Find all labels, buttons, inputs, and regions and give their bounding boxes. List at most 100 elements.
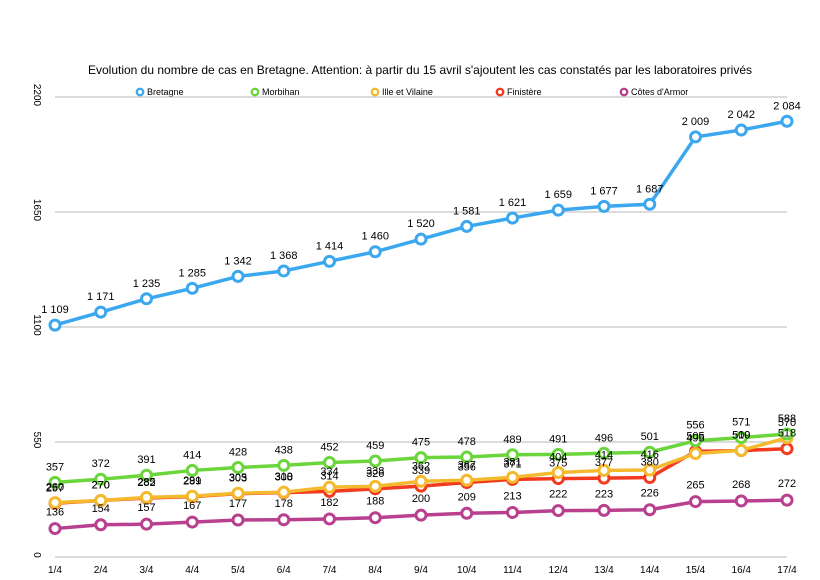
data-label: 428 — [229, 447, 247, 459]
data-label: 475 — [412, 437, 430, 449]
series-1 — [48, 427, 794, 489]
data-label: 459 — [366, 440, 384, 452]
data-label: 518 — [778, 428, 796, 440]
data-point — [231, 486, 245, 500]
legend-item: Bretagne — [135, 87, 184, 97]
data-point — [185, 463, 199, 477]
data-point — [94, 472, 108, 486]
data-label: 357 — [46, 461, 64, 473]
data-point — [551, 466, 565, 480]
series-0 — [48, 114, 794, 332]
data-label: 265 — [686, 480, 704, 492]
data-label: 209 — [458, 491, 476, 503]
data-point — [597, 446, 611, 460]
data-point — [780, 114, 794, 128]
data-label: 305 — [229, 472, 247, 484]
data-point — [734, 494, 748, 508]
series-2 — [48, 431, 794, 510]
legend-item: Finistère — [495, 87, 542, 97]
data-label: 314 — [320, 470, 338, 482]
gridlines — [55, 96, 787, 558]
legend-item: Ille et Vilaine — [370, 87, 433, 97]
x-tick-label: 1/4 — [48, 565, 62, 576]
data-label: 588 — [778, 413, 796, 425]
data-point — [643, 445, 657, 459]
legend-marker — [135, 87, 145, 97]
data-label: 381 — [503, 456, 521, 468]
data-point — [185, 515, 199, 529]
data-label: 2 042 — [727, 109, 755, 121]
data-label: 291 — [183, 475, 201, 487]
data-label: 270 — [92, 480, 110, 492]
data-point — [94, 305, 108, 319]
data-label: 1 342 — [224, 255, 252, 267]
legend-marker — [250, 87, 260, 97]
x-tick-label: 14/4 — [640, 565, 660, 576]
data-label: 213 — [503, 490, 521, 502]
x-tick-label: 15/4 — [686, 565, 706, 576]
x-tick-label: 4/4 — [185, 565, 199, 576]
x-tick-label: 12/4 — [549, 565, 569, 576]
x-tick-label: 10/4 — [457, 565, 477, 576]
data-label: 222 — [549, 489, 567, 501]
data-point — [597, 463, 611, 477]
data-point — [185, 489, 199, 503]
data-label: 2 009 — [682, 116, 710, 128]
data-label: 501 — [641, 431, 659, 443]
data-label: 334 — [320, 466, 338, 478]
data-point — [48, 475, 62, 489]
data-point — [414, 451, 428, 465]
data-label: 391 — [137, 454, 155, 466]
data-label: 223 — [595, 488, 613, 500]
data-label: 571 — [732, 417, 750, 429]
data-label: 308 — [275, 472, 293, 484]
data-point — [551, 504, 565, 518]
data-point — [551, 447, 565, 461]
data-point — [277, 513, 291, 527]
data-label: 1 520 — [407, 218, 435, 230]
data-point — [643, 197, 657, 211]
data-point — [48, 496, 62, 510]
x-tick-label: 17/4 — [777, 565, 797, 576]
data-point — [597, 503, 611, 517]
data-point — [780, 442, 794, 456]
chart-title: Evolution du nombre de cas en Bretagne. … — [88, 63, 752, 77]
data-label: 1 368 — [270, 250, 298, 262]
data-point — [689, 447, 702, 460]
data-label: 289 — [183, 476, 201, 488]
data-point — [414, 508, 428, 522]
x-tick-label: 6/4 — [277, 565, 291, 576]
data-point — [597, 199, 611, 213]
data-label: 489 — [503, 434, 521, 446]
data-label: 505 — [686, 430, 704, 442]
data-point — [460, 506, 474, 520]
data-point — [460, 219, 474, 233]
data-label: 362 — [412, 460, 430, 472]
data-point — [185, 281, 199, 295]
data-point — [231, 461, 245, 475]
data-label: 303 — [229, 473, 247, 485]
data-label: 509 — [732, 430, 750, 442]
data-label: 356 — [458, 462, 476, 474]
data-label: 438 — [275, 444, 293, 456]
data-label: 272 — [778, 478, 796, 490]
data-point — [414, 474, 428, 488]
legend-marker — [619, 87, 629, 97]
y-tick-label: 1650 — [31, 199, 42, 222]
data-point — [94, 494, 108, 508]
data-label: 377 — [595, 457, 613, 469]
data-label: 491 — [549, 433, 567, 445]
data-label: 570 — [778, 417, 796, 429]
data-label: 375 — [549, 458, 567, 470]
legend-label: Finistère — [507, 87, 542, 97]
data-point — [460, 473, 474, 487]
data-label: 285 — [137, 476, 155, 488]
y-tick-label: 1100 — [31, 314, 42, 336]
plot-area — [48, 114, 794, 536]
data-label: 167 — [183, 500, 201, 512]
data-point — [323, 455, 336, 469]
legend: Bretagne Morbihan Ille et Vilaine Finistère… — [135, 87, 688, 97]
data-point — [140, 490, 153, 504]
data-point — [414, 232, 428, 246]
data-label: 1 235 — [133, 278, 161, 290]
